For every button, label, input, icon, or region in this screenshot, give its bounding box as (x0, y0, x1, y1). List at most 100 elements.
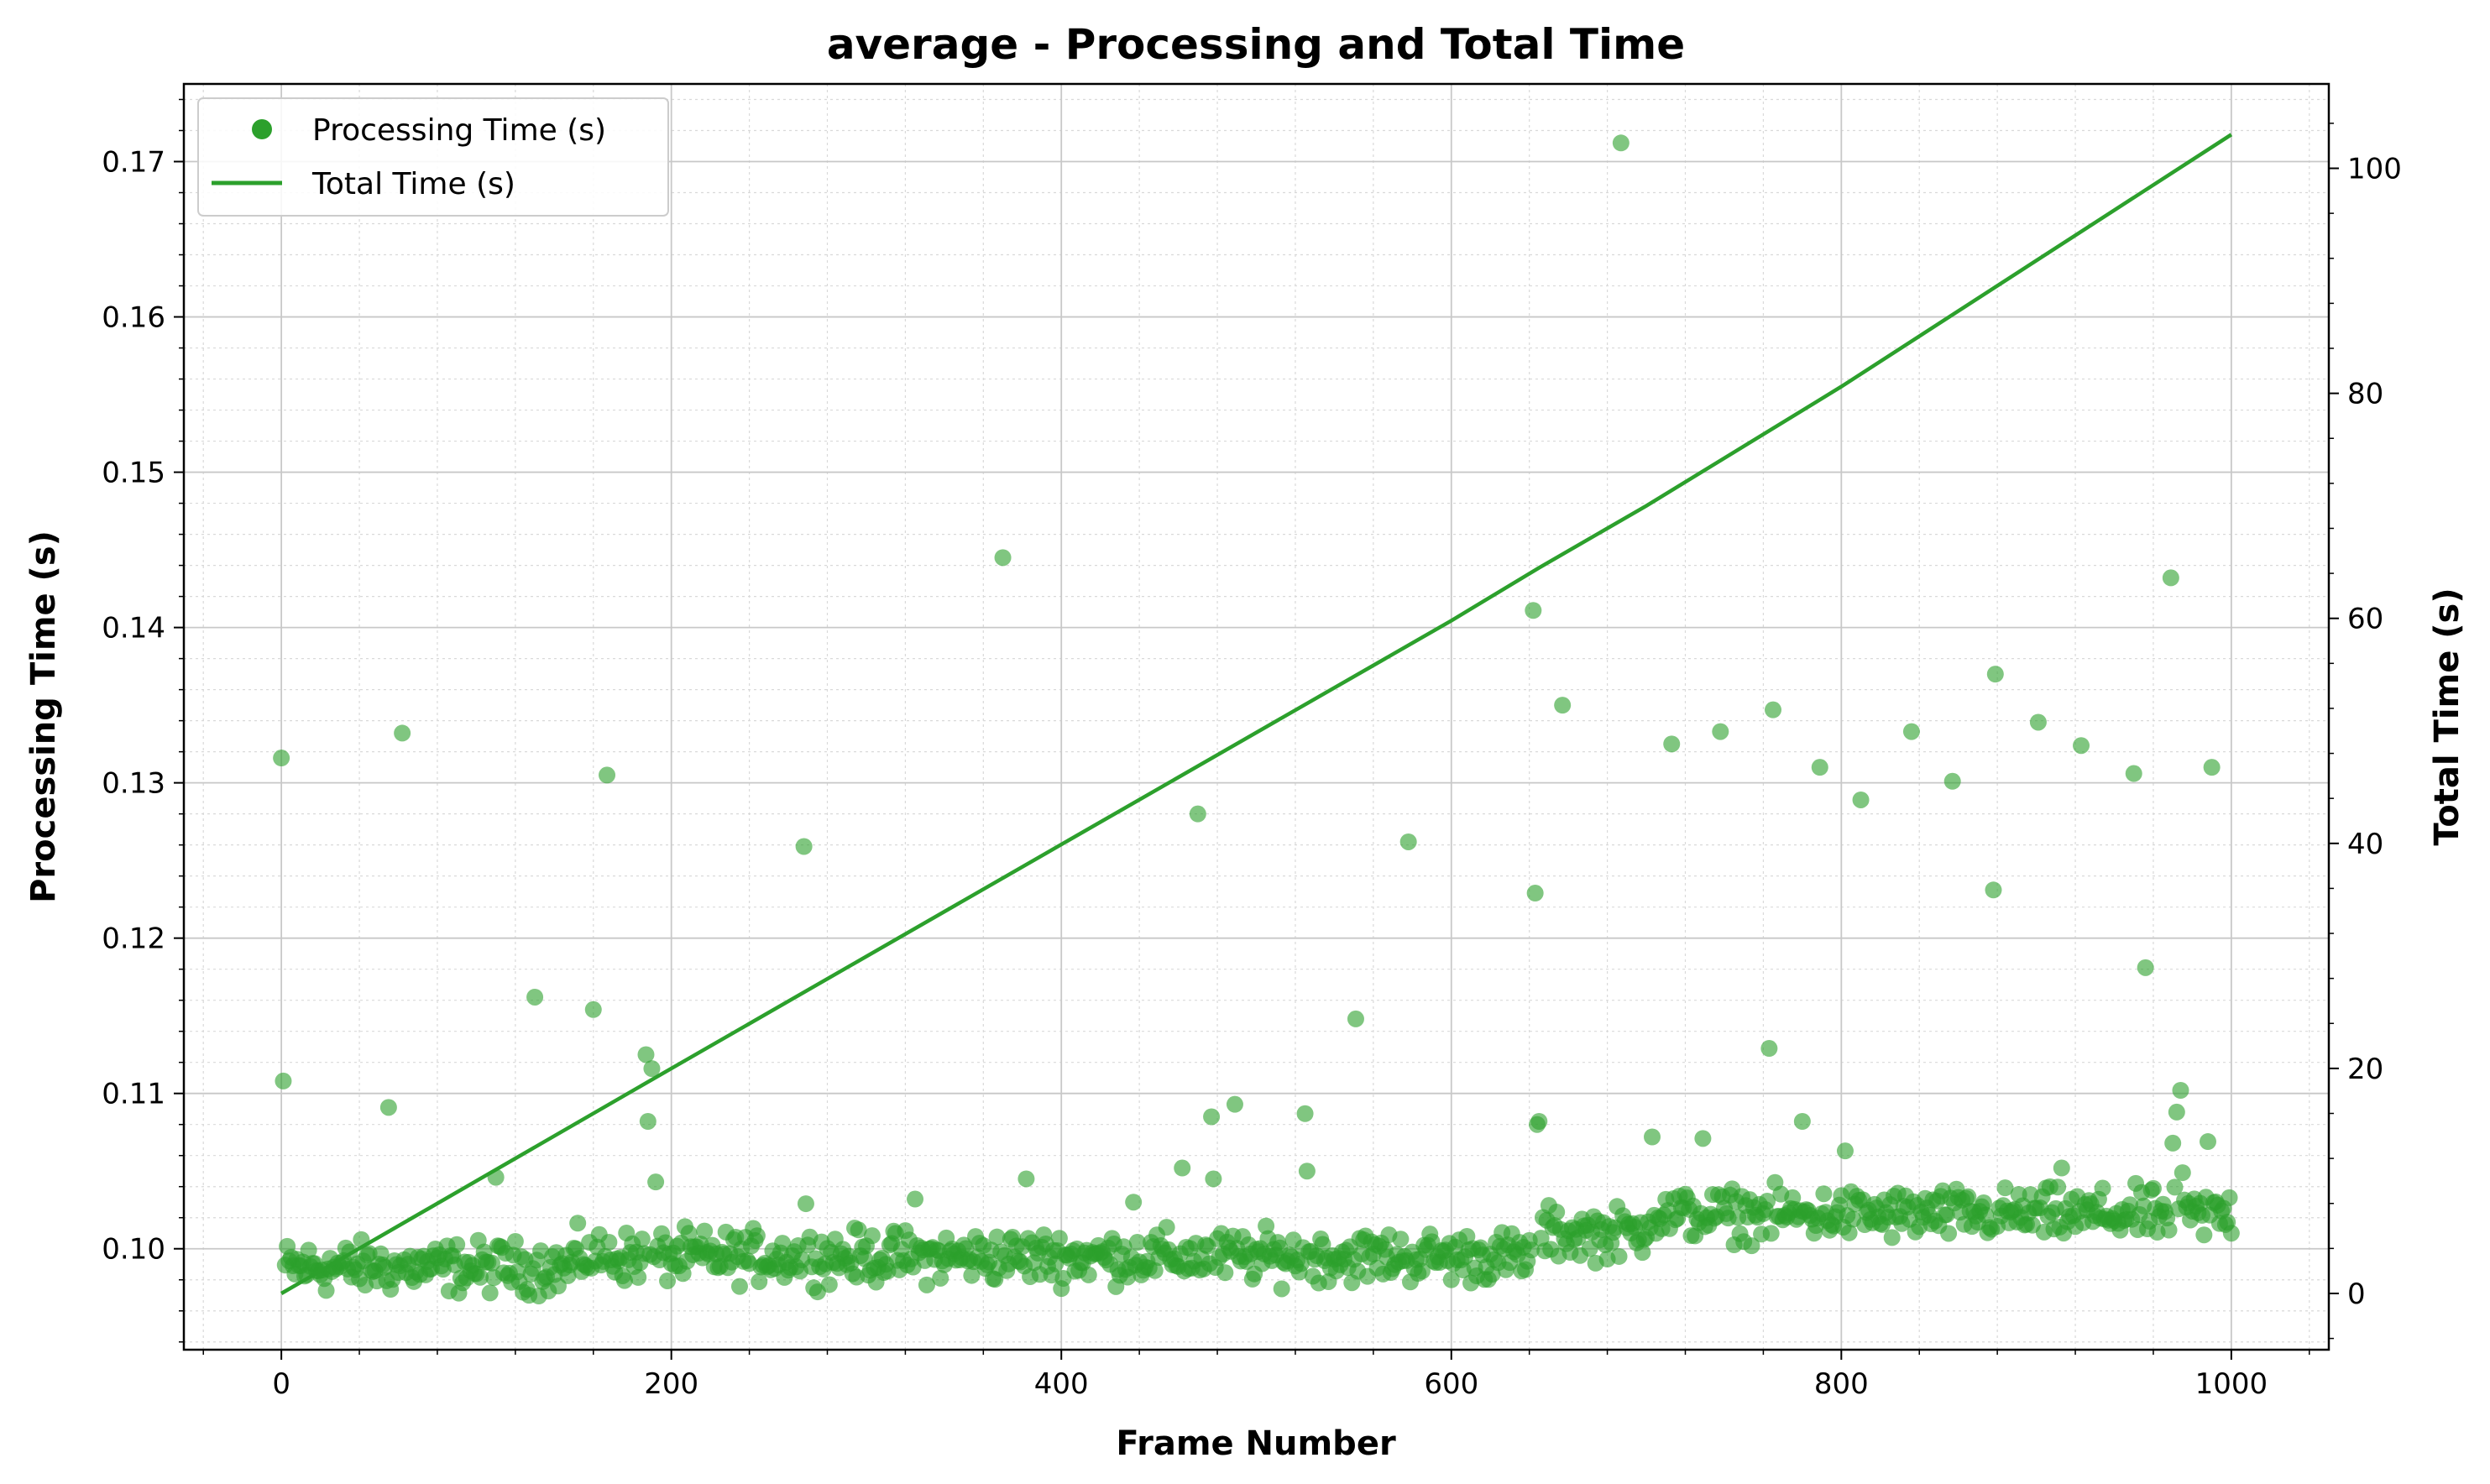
processing-time-point (2137, 959, 2154, 976)
processing-time-point (472, 1268, 489, 1286)
processing-time-point (1128, 1234, 1146, 1251)
x-tick-label: 400 (1034, 1367, 1089, 1401)
processing-time-point (2164, 1134, 2182, 1152)
processing-time-point (506, 1232, 524, 1250)
processing-time-point (1959, 1188, 1977, 1205)
processing-time-point (2221, 1189, 2238, 1206)
total-time-line-layer (280, 133, 2233, 1295)
y-tick-label: 0.14 (102, 612, 165, 645)
processing-time-point (2094, 1179, 2111, 1197)
processing-time-point (1943, 772, 1961, 790)
processing-time-point (2144, 1179, 2162, 1197)
x-tick-label: 0 (272, 1367, 290, 1401)
processing-time-point (2160, 1221, 2178, 1239)
processing-time-point (1080, 1266, 1097, 1283)
processing-time-point (633, 1231, 651, 1248)
processing-time-point (1203, 1108, 1221, 1126)
processing-time-point (615, 1272, 633, 1289)
processing-time-point (988, 1228, 1006, 1246)
processing-time-point (797, 1195, 814, 1213)
processing-time-point (1050, 1230, 1068, 1247)
processing-time-point (639, 1113, 657, 1131)
processing-time-point (2195, 1226, 2213, 1244)
legend-label-total: Total Time (s) (311, 167, 515, 201)
grid (184, 84, 2329, 1350)
processing-time-point (820, 1276, 838, 1293)
processing-time-point (2029, 713, 2047, 731)
processing-time-point (918, 1276, 935, 1293)
processing-time-point (637, 1046, 655, 1063)
processing-time-point (569, 1215, 587, 1232)
processing-time-point (1017, 1170, 1035, 1188)
processing-time-point (643, 1060, 661, 1078)
legend-marker-processing (252, 119, 272, 139)
legend-label-processing: Processing Time (s) (312, 113, 606, 148)
processing-time-point (1610, 1247, 1628, 1265)
y-tick-label: 0.10 (102, 1233, 165, 1267)
processing-time-point (2199, 1133, 2216, 1151)
processing-time-point (647, 1173, 665, 1191)
processing-time-point (1273, 1280, 1290, 1298)
y-tick-label: 0.12 (102, 922, 165, 956)
processing-time-point (273, 750, 290, 767)
legend: Processing Time (s) Total Time (s) (197, 97, 669, 217)
y2-tick-label: 20 (2347, 1053, 2383, 1086)
y2-tick-label: 40 (2347, 828, 2383, 861)
processing-time-point (2053, 1159, 2070, 1177)
processing-time-point (2222, 1225, 2240, 1242)
processing-time-point (1298, 1163, 1316, 1180)
y-tick-label: 0.11 (102, 1078, 165, 1111)
processing-time-point (680, 1225, 698, 1242)
processing-time-point (1158, 1219, 1175, 1236)
y-tick-label: 0.16 (102, 301, 165, 335)
processing-time-point (1548, 1204, 1566, 1221)
processing-time-point (448, 1236, 466, 1253)
processing-time-point (2166, 1178, 2184, 1196)
processing-time-point (1940, 1225, 1958, 1242)
processing-time-point (630, 1268, 647, 1286)
processing-time-point (1523, 1241, 1541, 1259)
processing-time-point (1986, 666, 2004, 683)
processing-time-point (317, 1282, 335, 1299)
processing-time-point (1985, 881, 2002, 899)
processing-time-point (1793, 1113, 1811, 1131)
processing-time-point (1292, 1255, 1310, 1272)
processing-time-point (1205, 1170, 1222, 1188)
processing-time-point (1174, 1159, 1191, 1177)
processing-time-point (1765, 701, 1782, 718)
total-time-line (280, 133, 2233, 1295)
y-tick-label: 0.15 (102, 457, 165, 490)
processing-time-point (696, 1222, 714, 1240)
processing-time-point (1840, 1224, 1858, 1241)
processing-time-point (2125, 765, 2142, 782)
processing-time-point (1811, 759, 1828, 776)
processing-time-point (2049, 1178, 2067, 1196)
processing-time-point (932, 1269, 949, 1287)
x-tick-label: 1000 (2195, 1367, 2268, 1401)
x-tick-label: 600 (1424, 1367, 1478, 1401)
processing-time-point (1347, 1010, 1364, 1027)
processing-time-point (1883, 1229, 1901, 1246)
y2-tick-label: 100 (2347, 153, 2402, 186)
processing-time-point (2162, 569, 2179, 587)
processing-time-point (1663, 735, 1681, 753)
processing-time-point (1442, 1271, 1460, 1288)
processing-time-point (2168, 1103, 2185, 1121)
processing-time-point (659, 1272, 677, 1289)
processing-time-point (1296, 1105, 1314, 1122)
processing-time-point (795, 838, 813, 855)
processing-time-point (1314, 1236, 1331, 1253)
processing-time-point (1762, 1225, 1780, 1242)
processing-time-point (1554, 697, 1572, 714)
y-axis-title: Processing Time (s) (24, 530, 63, 903)
y2-tick-label: 0 (2347, 1278, 2366, 1311)
processing-time-point (907, 1190, 924, 1208)
processing-time-point (1852, 791, 1870, 808)
processing-time-point (300, 1241, 317, 1259)
processing-time-point (1189, 805, 1206, 823)
processing-time-point (1258, 1217, 1275, 1235)
processing-time-point (1525, 602, 1542, 619)
y2-tick-label: 80 (2347, 378, 2383, 411)
chart-title: average - Processing and Total Time (827, 20, 1685, 69)
